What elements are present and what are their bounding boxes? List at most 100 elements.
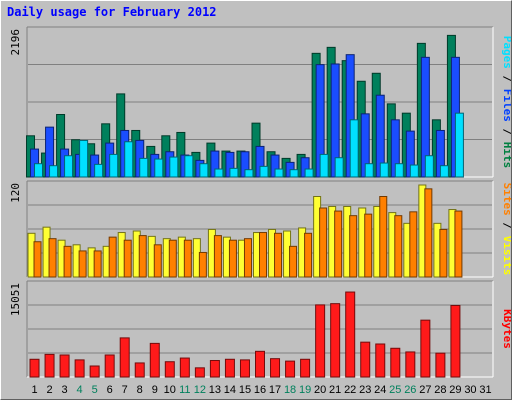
bar-pages-day-7 [124,141,134,178]
x-tick-label-day-14: 14 [224,384,236,396]
bar-sites-day-20 [319,207,328,278]
bar-kbytes-day-27 [420,319,431,378]
bar-sites-day-2 [48,238,57,278]
bar-sites-day-4 [78,250,87,278]
legend-entry-pages: Pages [501,36,511,69]
bar-pages-day-27 [424,155,434,178]
bar-kbytes-day-2 [44,353,55,378]
bar-sites-day-23 [364,213,373,278]
bar-kbytes-day-3 [59,354,70,378]
bar-sites-day-18 [289,245,298,278]
bar-sites-day-28 [439,228,448,278]
bar-sites-day-8 [138,235,147,278]
x-tick-label-day-19: 19 [299,384,311,396]
bar-pages-day-11 [184,155,194,178]
x-tick-label-day-3: 3 [62,384,68,396]
bar-sites-day-1 [33,241,42,278]
x-tick-label-day-1: 1 [31,384,37,396]
bar-kbytes-day-11 [179,357,190,378]
bar-kbytes-day-9 [149,342,160,378]
legend-visits-sites: Sites / Visits [501,183,511,276]
bar-kbytes-day-4 [74,359,85,378]
x-tick-label-day-30: 30 [464,384,476,396]
bar-pages-day-26 [409,164,419,178]
bar-pages-day-14 [229,167,239,178]
bar-kbytes-day-6 [104,354,115,378]
x-tick-label-day-17: 17 [269,384,281,396]
bar-pages-day-3 [64,155,74,178]
bar-pages-day-29 [454,112,464,178]
bar-kbytes-day-25 [390,347,401,378]
bar-kbytes-day-5 [89,365,100,378]
bar-sites-day-27 [424,188,433,278]
x-tick-label-day-22: 22 [344,384,356,396]
bar-pages-day-9 [154,158,164,178]
legend-entry-files: Files [501,89,511,122]
legend-entry-visits: Visits [501,236,511,276]
x-tick-label-day-31: 31 [479,384,491,396]
bar-kbytes-day-1 [29,358,40,378]
bar-pages-day-24 [379,162,389,178]
x-tick-label-day-12: 12 [194,384,206,396]
bar-pages-day-22 [349,119,359,178]
bar-sites-day-10 [168,239,177,278]
x-tick-label-day-15: 15 [239,384,251,396]
x-tick-label-day-25: 25 [389,384,401,396]
bar-pages-day-23 [364,163,374,178]
bar-pages-day-5 [94,163,104,178]
bar-sites-day-25 [394,215,403,278]
bar-pages-day-6 [109,153,119,178]
bar-kbytes-day-24 [375,343,386,378]
chart-title: Daily usage for February 2012 [7,5,217,19]
x-tick-label-day-7: 7 [122,384,128,396]
bar-kbytes-day-13 [209,359,220,378]
x-tick-label-day-28: 28 [434,384,446,396]
bar-kbytes-day-18 [285,360,296,378]
bar-pages-day-8 [139,157,149,178]
bar-kbytes-day-26 [405,351,416,378]
bar-sites-day-11 [183,239,192,278]
bar-sites-day-12 [198,251,207,278]
bar-pages-day-1 [34,163,44,178]
bar-pages-day-17 [274,168,284,178]
x-tick-label-day-11: 11 [179,384,190,396]
bar-sites-day-9 [153,244,162,278]
bar-pages-day-12 [199,163,209,178]
x-tick-label-day-4: 4 [77,384,83,396]
bar-sites-day-13 [213,235,222,278]
bar-sites-day-17 [274,232,283,278]
scale-label-kbytes: 15051 [9,283,22,316]
bar-pages-day-2 [49,165,59,178]
bar-pages-day-15 [244,169,254,178]
bar-kbytes-day-29 [450,304,461,378]
bar-sites-day-19 [304,232,313,278]
x-tick-label-day-10: 10 [164,384,176,396]
x-tick-label-day-8: 8 [137,384,143,396]
bar-pages-day-18 [289,169,299,178]
x-tick-label-day-16: 16 [254,384,266,396]
bar-kbytes-day-7 [119,337,130,378]
bar-pages-day-10 [169,156,179,178]
bar-kbytes-day-14 [224,358,235,378]
legend-entry-sites: Sites [501,183,511,216]
bar-kbytes-day-19 [300,358,311,378]
x-tick-label-day-20: 20 [314,384,326,396]
legend-entry-hits: Hits [501,142,511,169]
bar-sites-day-16 [259,232,267,278]
bar-sites-day-24 [379,196,388,278]
bar-kbytes-day-8 [134,362,145,378]
legend-kbytes: KBytes [501,309,511,349]
x-tick-label-day-2: 2 [46,384,52,396]
bar-kbytes-day-12 [194,367,205,378]
bar-sites-day-15 [243,238,252,278]
bar-pages-day-13 [214,168,224,178]
x-tick-label-day-23: 23 [359,384,371,396]
bar-sites-day-3 [63,245,72,278]
bar-sites-day-5 [93,250,102,278]
bar-kbytes-day-16 [255,350,265,378]
bar-pages-day-19 [304,168,314,178]
x-tick-label-day-13: 13 [209,384,221,396]
bar-kbytes-day-22 [345,291,356,378]
